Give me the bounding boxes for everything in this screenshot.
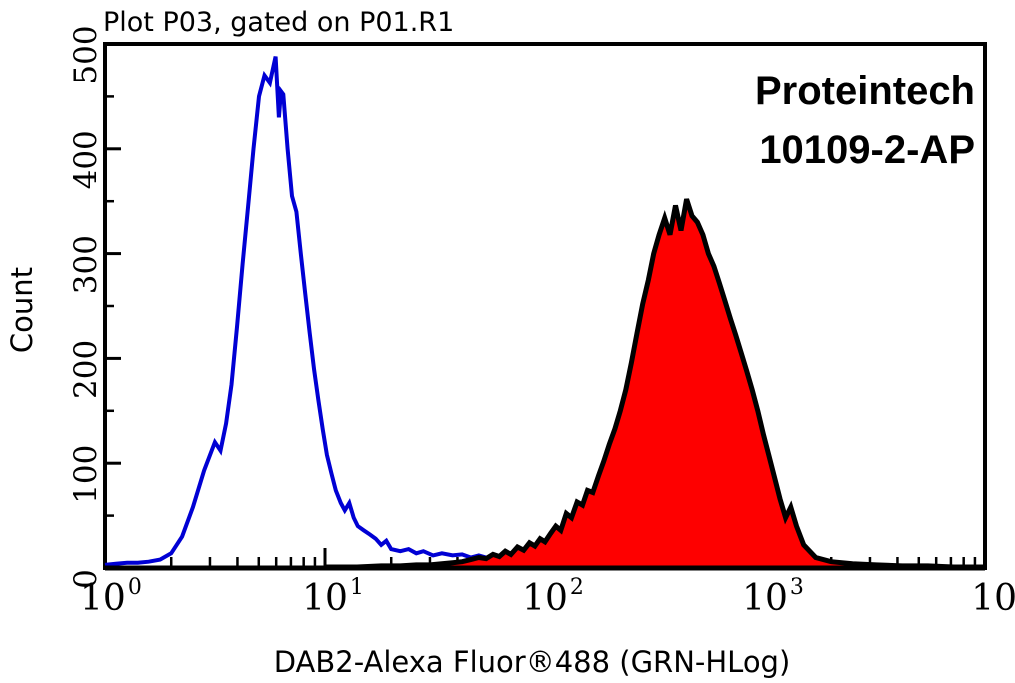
x-tick-label-base: 10 [742, 578, 788, 619]
y-axis-tick-labels: 0 100 200 300 400 500 [68, 25, 104, 588]
x-tick-label-base: 10 [971, 578, 1015, 619]
x-tick-label-base: 10 [302, 578, 348, 619]
trace-fill [325, 199, 985, 568]
x-tick-label-base: 10 [522, 578, 568, 619]
x-axis-tick-labels: 100101102103104 [80, 575, 1015, 619]
y-tick-label: 400 [68, 130, 104, 189]
x-tick-label-exponent: 2 [570, 575, 584, 600]
plot-title: Plot P03, gated on P01.R1 [103, 7, 454, 38]
data-traces [104, 56, 985, 571]
x-tick-label-exponent: 0 [128, 575, 142, 600]
y-tick-label: 500 [68, 25, 104, 84]
y-axis-ticks [105, 42, 121, 570]
x-tick-label-base: 10 [80, 578, 126, 619]
y-tick-label: 0 [68, 569, 104, 589]
y-tick-label: 100 [68, 445, 104, 504]
x-tick-label-exponent: 3 [790, 575, 804, 600]
y-tick-label: 300 [68, 235, 104, 294]
trace-line [325, 198, 985, 570]
watermark-company: Proteintech [755, 69, 975, 113]
y-axis-title: Count [5, 267, 39, 353]
x-axis-title: DAB2-Alexa Fluor®488 (GRN-HLog) [274, 645, 791, 679]
y-tick-label: 200 [68, 340, 104, 399]
watermark-catalog-number: 10109-2-AP [759, 128, 975, 172]
x-tick-label-exponent: 1 [350, 575, 364, 600]
